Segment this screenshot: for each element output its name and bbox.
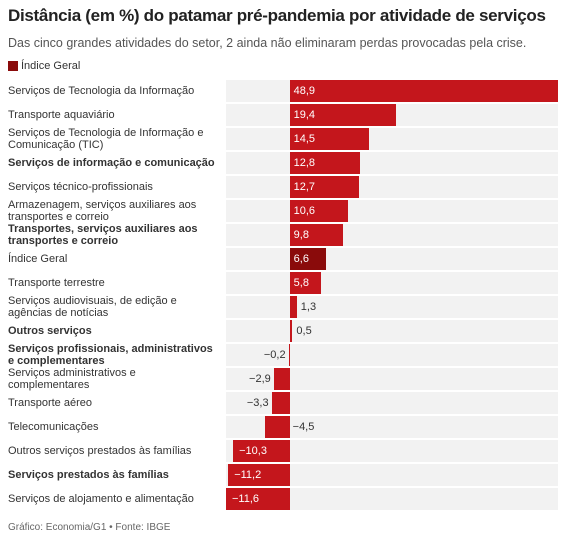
value-label: −10,3 [239,445,267,457]
category-label: Serviços profissionais, administrativos … [8,343,213,367]
row-background [226,368,558,390]
bar [289,224,344,246]
value-label: −11,6 [232,493,260,505]
value-label: 1,3 [300,301,317,313]
value-label: 19,4 [293,109,316,121]
bar [289,320,293,342]
row-background [226,296,558,318]
row-background [226,200,558,222]
category-label: Outros serviços [8,325,92,337]
row-background [226,344,558,366]
value-label: −2,9 [249,373,271,385]
bar [289,272,322,294]
value-label: 48,9 [293,85,316,97]
category-label: Transporte aéreo [8,397,92,409]
bar [271,392,290,414]
chart-subtitle: Das cinco grandes atividades do setor, 2… [8,36,527,50]
category-label: Serviços de alojamento e alimentação [8,493,194,505]
value-label: 6,6 [293,253,309,265]
category-label: Serviços de informação e comunicação [8,157,215,169]
category-label: Transporte terrestre [8,277,105,289]
source: Gráfico: Economia/G1 • Fonte: IBGE [8,522,171,533]
category-label: Serviços de Tecnologia da Informação [8,85,195,97]
category-label: Índice Geral [8,253,68,265]
bar [228,464,290,486]
value-label: −3,3 [246,397,269,409]
value-label: −11,2 [234,469,262,481]
bar [289,248,326,270]
legend-swatch [8,61,18,71]
row-background [226,440,558,462]
bar [289,80,558,102]
bar [264,416,290,438]
value-label: 10,6 [293,205,316,217]
category-label: Transporte aquaviário [8,109,115,121]
category-label: Serviços audiovisuais, de edição e agênc… [8,295,177,319]
row-background [226,128,558,150]
row-background [226,176,558,198]
category-label: Armazenagem, serviços auxiliares aos tra… [8,199,197,223]
bar [289,296,297,318]
row-background [226,488,558,510]
legend-label: Índice Geral [21,60,81,72]
bar [289,176,360,198]
bar [289,200,348,222]
row-background [226,416,558,438]
row-background [226,320,558,342]
row-background [226,272,558,294]
bar [226,488,290,510]
bar [273,368,290,390]
bar [289,128,370,150]
chart-title: Distância (em %) do patamar pré-pandemia… [8,6,546,25]
value-label: 12,7 [293,181,316,193]
category-label: Telecomunicações [8,421,99,433]
bar [289,104,397,126]
category-label: Transportes, serviços auxiliares aos tra… [8,223,198,247]
row-background [226,392,558,414]
category-label: Serviços de Tecnologia de Informação e C… [8,127,204,151]
value-label: 0,5 [296,325,312,337]
category-label: Serviços prestados às famílias [8,469,169,481]
row-background [226,248,558,270]
bar [233,440,290,462]
value-label: 9,8 [293,229,309,241]
bar [288,344,290,366]
row-background [226,464,558,486]
legend: Índice Geral [8,60,80,72]
value-label: −0,2 [263,349,286,361]
value-label: 14,5 [293,133,316,145]
category-label: Serviços técnico-profissionais [8,181,153,193]
row-background [226,224,558,246]
row-background [226,152,558,174]
value-label: 12,8 [293,157,316,169]
category-label: Outros serviços prestados às famílias [8,445,192,457]
value-label: 5,8 [293,277,309,289]
value-label: −4,5 [292,421,315,433]
category-label: Serviços administrativos e complementare… [8,367,136,391]
bar [289,152,360,174]
